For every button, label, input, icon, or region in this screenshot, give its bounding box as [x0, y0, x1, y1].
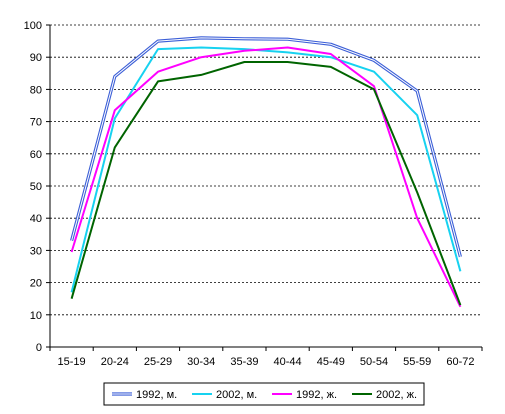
legend: 1992, м. 2002, м. 1992, ж. 2002, ж. [103, 382, 425, 406]
series-line-3 [70, 61, 462, 306]
y-tick-label: 80 [30, 84, 42, 96]
series-line-1 [70, 46, 462, 293]
x-tick-label: 30-34 [187, 356, 215, 368]
y-tick-label: 70 [30, 117, 42, 129]
y-tick-label: 30 [30, 245, 42, 257]
x-tick-label: 35-39 [230, 356, 258, 368]
gridlines [50, 24, 482, 316]
series-line-0-inner [71, 37, 461, 257]
axes [49, 25, 482, 348]
x-tick-label: 20-24 [101, 356, 129, 368]
y-tick-label: 60 [30, 149, 42, 161]
series-line-2 [70, 46, 462, 308]
x-tick-label: 40-44 [274, 356, 302, 368]
x-tick-label: 50-54 [360, 356, 388, 368]
y-tick-label: 100 [24, 20, 42, 32]
series-lines [70, 36, 462, 308]
x-tick-label: 45-49 [317, 356, 345, 368]
legend-label: 2002, м. [216, 389, 257, 401]
legend-box [103, 382, 425, 406]
x-tick-label: 15-19 [58, 356, 86, 368]
y-tick-label: 20 [30, 278, 42, 290]
y-axis-ticks: 0 10 20 30 40 50 60 70 80 90 100 [24, 20, 50, 354]
x-tick-label: 25-29 [144, 356, 172, 368]
legend-label: 1992, ж. [296, 389, 337, 401]
x-tick-label: 60-72 [446, 356, 474, 368]
legend-label: 2002, ж. [376, 389, 417, 401]
legend-label: 1992, м. [136, 389, 177, 401]
x-tick-label: 55-59 [403, 356, 431, 368]
x-axis-ticks: 15-19 20-24 25-29 30-34 35-39 40-44 45-49 50-54… [49, 347, 483, 368]
y-tick-label: 90 [30, 52, 42, 64]
y-tick-label: 10 [30, 310, 42, 322]
y-tick-label: 50 [30, 181, 42, 193]
y-tick-label: 40 [30, 213, 42, 225]
y-tick-label: 0 [36, 342, 42, 354]
